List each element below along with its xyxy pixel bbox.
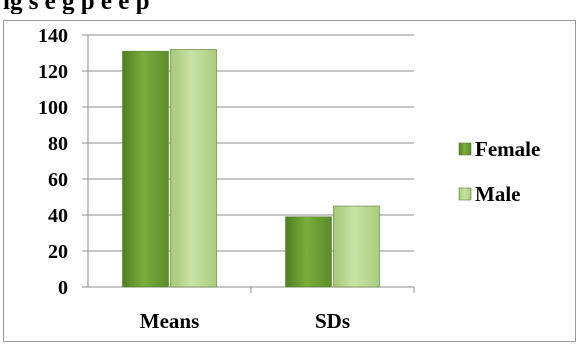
bars	[122, 49, 380, 288]
y-tick-label: 60	[48, 169, 68, 191]
bar-female-sds	[285, 216, 332, 288]
x-category-label: SDs	[315, 309, 350, 333]
y-tick-label: 100	[38, 97, 68, 119]
y-tick-label: 0	[58, 277, 68, 299]
legend-label-male: Male	[475, 182, 520, 206]
y-tick-label: 120	[38, 61, 68, 83]
bar-male-sds	[333, 205, 380, 288]
y-tick-label: 140	[38, 25, 68, 47]
y-tick-label: 40	[48, 205, 68, 227]
y-tick-label: 80	[48, 133, 68, 155]
tick-labels: 0 20 40 60 80 100 120 140 Means SDs	[38, 25, 350, 333]
legend-swatch-female	[458, 142, 472, 156]
chart-title-cropped: ig s e g p e e p	[3, 0, 150, 14]
y-tick-label: 20	[48, 241, 68, 263]
x-category-label: Means	[140, 309, 200, 333]
bar-female-means	[122, 50, 169, 288]
bar-male-means	[170, 49, 217, 288]
legend: Female Male	[458, 137, 540, 206]
chart-frame	[3, 20, 576, 342]
legend-label-female: Female	[475, 137, 540, 161]
legend-swatch-male	[458, 187, 472, 201]
